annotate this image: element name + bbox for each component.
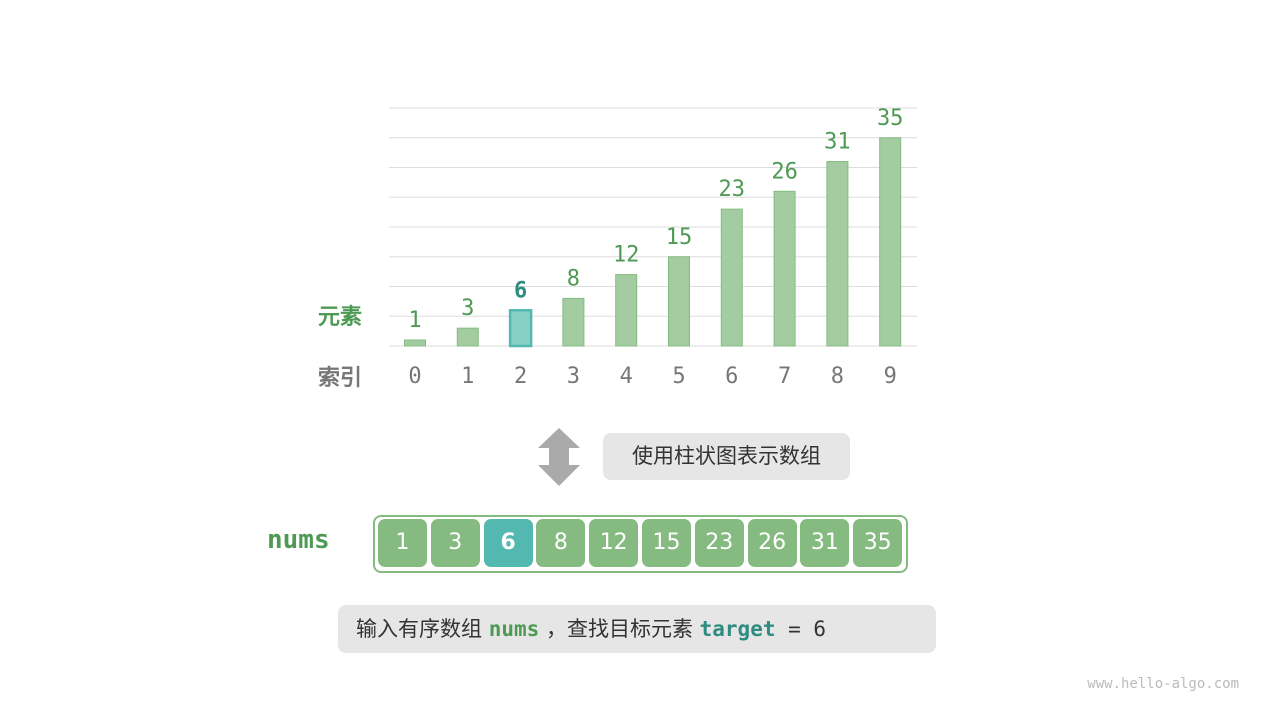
x-tick-label: 9 bbox=[884, 364, 897, 389]
prompt-middle: ，查找目标元素 bbox=[539, 617, 700, 641]
bar bbox=[879, 137, 902, 347]
caption: 使用柱状图表示数组 bbox=[603, 433, 850, 480]
bar-value-label: 31 bbox=[824, 130, 851, 155]
bar bbox=[668, 256, 690, 347]
x-tick-label: 3 bbox=[567, 364, 580, 389]
bar-value-label: 1 bbox=[408, 308, 421, 333]
array-cell: 6 bbox=[483, 519, 533, 567]
prompt-target: target bbox=[699, 617, 776, 641]
x-tick-label: 8 bbox=[831, 364, 844, 389]
bar-value-label: 23 bbox=[719, 177, 746, 202]
array-cell: 23 bbox=[694, 519, 744, 567]
x-tick-label: 7 bbox=[778, 364, 791, 389]
bar bbox=[456, 327, 479, 347]
x-tick-label: 2 bbox=[514, 364, 527, 389]
array-cell: 15 bbox=[642, 519, 691, 567]
bar-value-label: 35 bbox=[877, 106, 904, 131]
array-cell: 35 bbox=[853, 519, 903, 567]
array-cell: 1 bbox=[378, 519, 427, 567]
bar bbox=[562, 297, 585, 347]
array-cell: 3 bbox=[430, 519, 480, 567]
array-cell: 31 bbox=[800, 519, 850, 567]
bar bbox=[615, 274, 638, 347]
watermark: www.hello-algo.com bbox=[1087, 676, 1239, 692]
y-axis-label: 元素 bbox=[318, 305, 363, 330]
array-name: nums bbox=[267, 525, 330, 555]
bar-value-label: 15 bbox=[666, 225, 693, 250]
x-axis-label: 索引 bbox=[318, 366, 363, 391]
bar bbox=[508, 309, 533, 348]
bar-value-label: 8 bbox=[567, 266, 580, 291]
bar-value-label: 26 bbox=[771, 159, 798, 184]
array-cell: 12 bbox=[589, 519, 639, 567]
bar bbox=[404, 339, 426, 347]
x-tick-label: 5 bbox=[672, 364, 685, 389]
bar-value-label: 6 bbox=[514, 278, 527, 303]
array-cell: 8 bbox=[536, 519, 586, 567]
array-cell: 26 bbox=[747, 519, 797, 567]
bar bbox=[826, 161, 849, 347]
bar-value-label: 3 bbox=[461, 296, 474, 321]
array-container bbox=[373, 515, 908, 573]
x-tick-label: 0 bbox=[408, 364, 421, 389]
x-tick-label: 4 bbox=[620, 364, 633, 389]
x-tick-label: 6 bbox=[725, 364, 738, 389]
prompt-text: 输入有序数组 nums ，查找目标元素 target = 6 bbox=[338, 605, 936, 653]
prompt-prefix: 输入有序数组 bbox=[356, 617, 489, 641]
bar-value-label: 12 bbox=[613, 243, 640, 268]
bar bbox=[773, 190, 796, 347]
prompt-nums: nums bbox=[488, 617, 540, 641]
prompt-suffix: = 6 bbox=[775, 617, 827, 641]
bar bbox=[720, 208, 743, 347]
x-tick-label: 1 bbox=[461, 364, 474, 389]
